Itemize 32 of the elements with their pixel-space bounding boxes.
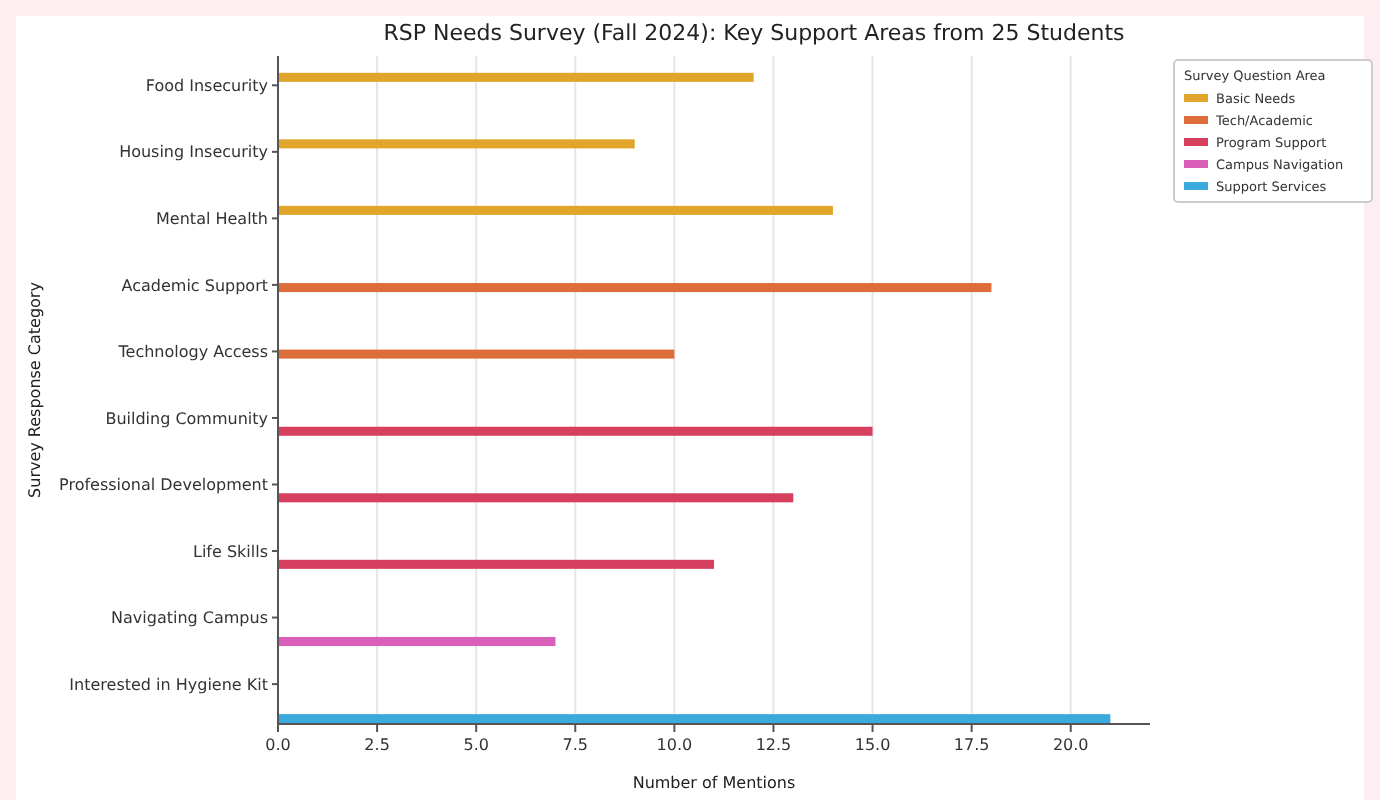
x-tick-label: 17.5	[953, 736, 990, 754]
bar	[278, 205, 833, 215]
x-axis-title: Number of Mentions	[632, 774, 796, 792]
chart-title: RSP Needs Survey (Fall 2024): Key Support Areas from 25 Students	[383, 20, 1126, 46]
bar	[278, 559, 714, 569]
bar	[278, 349, 675, 359]
x-tick-label: 5.0	[463, 736, 489, 754]
x-tick-label: 20.0	[1052, 736, 1089, 754]
x-tick-label: 7.5	[562, 736, 589, 754]
bar	[278, 72, 754, 82]
x-tick-label: 10.0	[656, 736, 693, 754]
y-tick-label: Building Community	[105, 409, 269, 428]
y-tick-label: Housing Insecurity	[119, 143, 269, 162]
y-tick-label: Navigating Campus	[111, 609, 268, 628]
x-tick-label: 15.0	[854, 736, 891, 754]
y-tick-label: Technology Access	[116, 343, 268, 362]
y-tick-label: Professional Development	[59, 476, 268, 495]
bar	[278, 714, 1111, 724]
y-tick-label: Academic Support	[121, 276, 268, 295]
bar	[278, 283, 992, 293]
y-tick-label: Food Insecurity	[145, 76, 269, 95]
x-tick-label: 2.5	[364, 736, 390, 754]
bar	[278, 139, 635, 149]
y-tick-label: Mental Health	[156, 209, 268, 228]
bar	[278, 493, 794, 503]
x-tick-label: 12.5	[755, 736, 792, 754]
y-tick-label: Interested in Hygiene Kit	[69, 675, 268, 694]
y-tick-label: Life Skills	[192, 542, 268, 561]
y-axis-title: Survey Response Category	[26, 281, 44, 498]
bar	[278, 426, 873, 436]
x-tick-label: 0.0	[265, 736, 291, 754]
bar	[278, 636, 556, 647]
